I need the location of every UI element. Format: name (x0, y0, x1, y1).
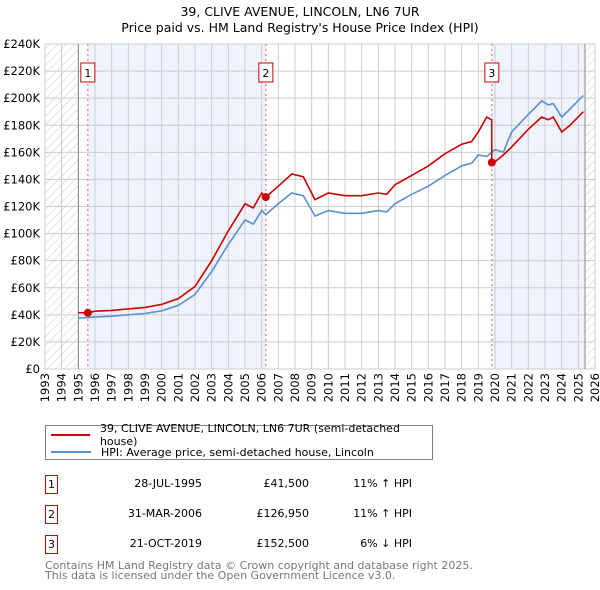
x-tick-label: 2004 (221, 373, 235, 402)
legend-item-hpi: HPI: Average price, semi-detached house,… (51, 444, 374, 460)
sale-marker-label: 1 (84, 67, 91, 80)
sale-marker-box (258, 62, 274, 83)
y-tick-label: £100K (3, 227, 40, 241)
x-tick-label: 2003 (205, 373, 219, 402)
x-tick-label: 2026 (588, 373, 600, 402)
sale-marker-box (80, 62, 96, 83)
y-tick-label: £20K (11, 335, 41, 349)
transaction-marker: 2 (45, 505, 58, 524)
x-tick-label: 2009 (305, 373, 319, 402)
legend: 39, CLIVE AVENUE, LINCOLN, LN6 7UR (semi… (45, 422, 433, 460)
x-tick-label: 2001 (171, 373, 185, 402)
x-tick-label: 2000 (155, 373, 169, 402)
x-tick-label: 2005 (238, 373, 252, 402)
y-tick-label: £80K (11, 254, 41, 268)
x-tick-label: 2017 (438, 373, 452, 402)
x-tick-label: 2023 (538, 373, 552, 402)
x-tick-label: 2011 (338, 373, 352, 402)
x-tick-label: 2024 (555, 373, 569, 402)
y-tick-label: £240K (3, 37, 40, 51)
y-tick-label: £60K (11, 281, 41, 295)
transaction-date: 28-JUL-1995 (134, 477, 202, 490)
x-tick-label: 1997 (105, 373, 119, 402)
legend-label-hpi: HPI: Average price, semi-detached house,… (101, 445, 374, 459)
transaction-date: 21-OCT-2019 (129, 537, 202, 550)
footer-copyright: Contains HM Land Registry data © Crown c… (45, 559, 473, 572)
x-tick-label: 2008 (288, 373, 302, 402)
sale-marker-label: 2 (262, 67, 269, 80)
y-tick-label: £40K (11, 308, 41, 322)
x-tick-label: 2013 (371, 373, 385, 402)
y-tick-label: £220K (3, 64, 40, 78)
transaction-price: £152,500 (256, 537, 310, 550)
transaction-price: £126,950 (256, 507, 310, 520)
transaction-date: 31-MAR-2006 (127, 507, 202, 520)
x-tick-label: 1999 (138, 373, 152, 402)
transaction-hpi-diff: 11% ↑ HPI (353, 507, 412, 520)
sale-marker-box (484, 62, 500, 83)
x-tick-label: 2018 (455, 373, 469, 402)
legend-swatch-property (51, 434, 90, 436)
x-tick-label: 2010 (321, 373, 335, 402)
hpi-line (78, 94, 584, 319)
transaction-hpi-diff: 11% ↑ HPI (353, 477, 412, 490)
x-tick-label: 1994 (55, 373, 69, 402)
x-tick-label: 2025 (571, 373, 585, 402)
x-tick-label: 2015 (405, 373, 419, 402)
x-tick-label: 1993 (38, 373, 52, 402)
x-tick-label: 2022 (521, 373, 535, 402)
x-tick-label: 2016 (421, 373, 435, 402)
price-chart: 1993 1994 1995 1996 1997 1998 1999 2000 2001 2002… (3, 37, 600, 402)
y-tick-label: £0 (25, 362, 40, 376)
x-tick-label: 2012 (355, 373, 369, 402)
legend-label-property: 39, CLIVE AVENUE, LINCOLN, LN6 7UR (semi… (99, 422, 400, 448)
property-price-line (78, 111, 584, 314)
transaction-row: 1 28-JUL-1995 £41,500 11% ↑ HPI (45, 475, 445, 495)
y-tick-label: £140K (3, 172, 40, 186)
y-tick-label: £180K (3, 118, 40, 132)
x-tick-label: 2002 (188, 373, 202, 402)
chart-subtitle: Price paid vs. HM Land Registry's House … (121, 20, 479, 35)
y-tick-label: £160K (3, 145, 40, 159)
chart-title: 39, CLIVE AVENUE, LINCOLN, LN6 7UR (180, 4, 420, 19)
x-tick-label: 2019 (471, 373, 485, 402)
footer-licence: This data is licensed under the Open Gov… (45, 569, 396, 582)
transaction-hpi-diff: 6% ↓ HPI (360, 537, 412, 550)
x-tick-label: 2014 (388, 373, 402, 402)
transaction-marker: 1 (45, 475, 58, 494)
transaction-row: 3 21-OCT-2019 £152,500 6% ↓ HPI (45, 535, 445, 555)
transaction-row: 2 31-MAR-2006 £126,950 11% ↑ HPI (45, 505, 445, 525)
x-tick-label: 2021 (505, 373, 519, 402)
x-tick-label: 2007 (271, 373, 285, 402)
x-tick-label: 1998 (121, 373, 135, 402)
x-tick-label: 1995 (71, 373, 85, 402)
y-tick-label: £200K (3, 91, 40, 105)
x-tick-label: 2006 (255, 373, 269, 402)
sale-point (261, 193, 270, 202)
sale-marker-label: 3 (488, 67, 495, 80)
transaction-price: £41,500 (263, 477, 310, 490)
transaction-marker: 3 (45, 535, 58, 554)
legend-item-property: 39, CLIVE AVENUE, LINCOLN, LN6 7UR (semi… (51, 422, 432, 448)
sale-point (487, 158, 496, 167)
y-tick-label: £120K (3, 200, 40, 214)
x-tick-label: 1996 (88, 373, 102, 402)
legend-swatch-hpi (51, 451, 91, 453)
sale-point (83, 308, 92, 317)
x-tick-label: 2020 (488, 373, 502, 402)
